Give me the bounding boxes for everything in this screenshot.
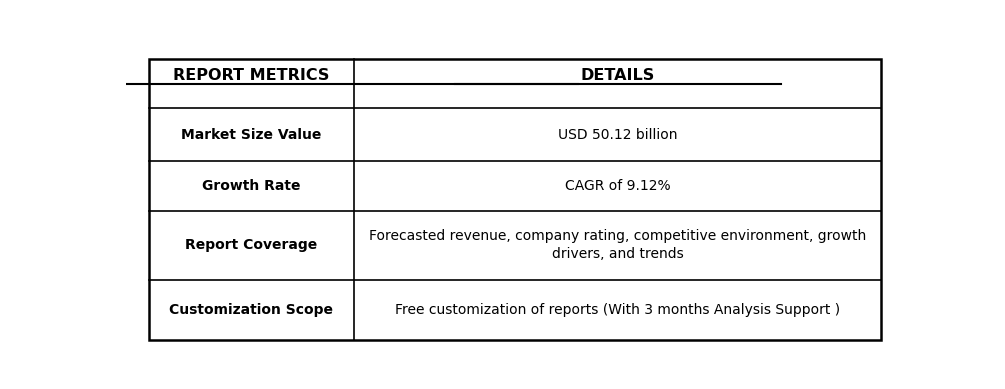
Text: Free customization of reports (With 3 months Analysis Support ): Free customization of reports (With 3 mo… bbox=[395, 303, 840, 317]
Text: Forecasted revenue, company rating, competitive environment, growth
drivers, and: Forecasted revenue, company rating, comp… bbox=[369, 229, 866, 261]
Text: Market Size Value: Market Size Value bbox=[181, 128, 322, 142]
Text: USD 50.12 billion: USD 50.12 billion bbox=[558, 128, 677, 142]
Text: Customization Scope: Customization Scope bbox=[170, 303, 334, 317]
Text: CAGR of 9.12%: CAGR of 9.12% bbox=[565, 179, 670, 193]
Text: Report Coverage: Report Coverage bbox=[185, 238, 318, 252]
Text: DETAILS: DETAILS bbox=[581, 68, 654, 83]
Text: Growth Rate: Growth Rate bbox=[202, 179, 300, 193]
Text: REPORT METRICS: REPORT METRICS bbox=[173, 68, 330, 83]
